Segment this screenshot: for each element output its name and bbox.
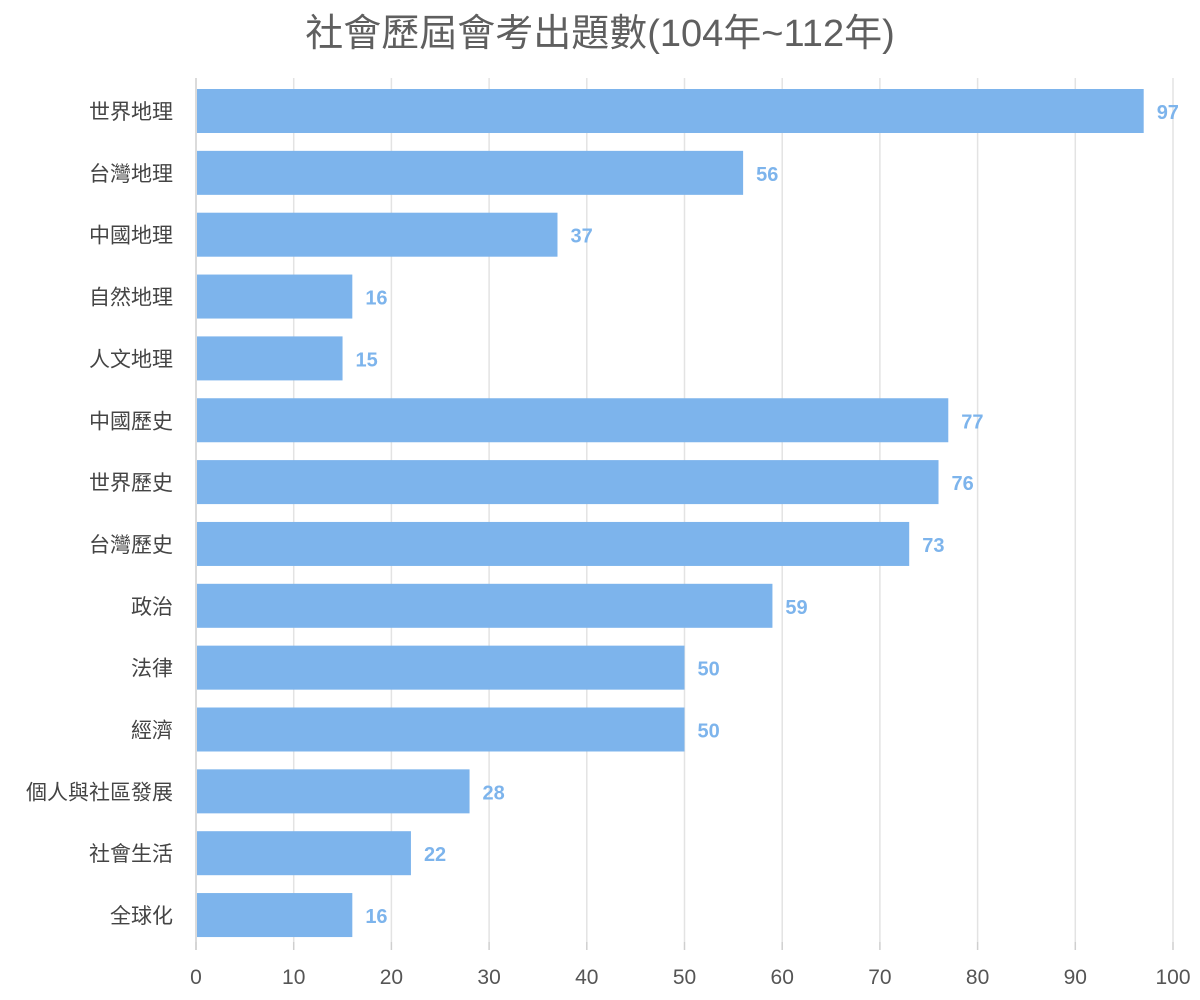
data-label: 73 [922, 535, 944, 557]
x-tick-label: 40 [575, 966, 598, 989]
x-tick-label: 50 [673, 966, 696, 989]
x-tick-label: 100 [1155, 966, 1190, 989]
data-label: 76 [952, 473, 974, 495]
x-tick-label: 90 [1064, 966, 1087, 989]
bar [197, 460, 939, 505]
x-tick-label: 70 [868, 966, 891, 989]
bar [197, 893, 353, 938]
x-tick-label: 20 [380, 966, 403, 989]
data-label: 22 [424, 844, 446, 866]
bar [197, 769, 470, 814]
category-label: 法律 [131, 658, 173, 681]
bar [197, 521, 910, 566]
bar [197, 89, 1144, 133]
bar [197, 336, 343, 381]
bar [197, 212, 558, 257]
bar [197, 707, 685, 752]
category-label: 自然地理 [89, 287, 173, 310]
chart-title: 社會歷屆會考出題數(104年~112年) [305, 13, 895, 55]
category-label: 世界地理 [89, 101, 173, 124]
x-tick-label: 60 [771, 966, 794, 989]
category-label: 台灣歷史 [89, 534, 173, 557]
category-label: 經濟 [131, 720, 173, 743]
bar [197, 150, 744, 195]
x-tick-label: 30 [477, 966, 500, 989]
bar [197, 583, 773, 628]
data-label: 59 [785, 597, 807, 619]
data-label: 50 [698, 721, 720, 743]
bar [197, 274, 353, 319]
data-label: 50 [698, 659, 720, 681]
x-tick-label: 0 [190, 966, 202, 989]
data-label: 16 [365, 288, 387, 310]
category-label: 個人與社區發展 [26, 781, 173, 804]
category-label: 世界歷史 [89, 472, 173, 495]
axes: 0 10 20 30 40 50 60 70 80 90 100 世界地理台灣地理中國地理自然地理人文… [26, 78, 1191, 989]
data-label: 28 [483, 782, 505, 804]
category-label: 全球化 [110, 905, 173, 928]
category-label: 中國地理 [89, 225, 173, 248]
category-label: 社會生活 [89, 843, 173, 866]
bar [197, 831, 411, 876]
category-label: 人文地理 [89, 348, 173, 371]
data-label: 15 [356, 349, 378, 371]
category-label: 台灣地理 [89, 163, 173, 186]
category-label: 中國歷史 [89, 410, 173, 433]
data-label: 77 [961, 411, 983, 433]
x-tick-label: 10 [282, 966, 305, 989]
x-tick-label: 80 [966, 966, 989, 989]
data-label: 97 [1157, 102, 1179, 124]
category-label: 政治 [131, 596, 173, 619]
bars: 97 56 37 16 15 77 76 73 59 50 50 28 22 16 [197, 89, 1179, 938]
data-label: 16 [365, 906, 387, 928]
data-label: 37 [570, 226, 592, 248]
data-label: 56 [756, 164, 778, 186]
bar [197, 398, 949, 443]
bar [197, 645, 685, 690]
